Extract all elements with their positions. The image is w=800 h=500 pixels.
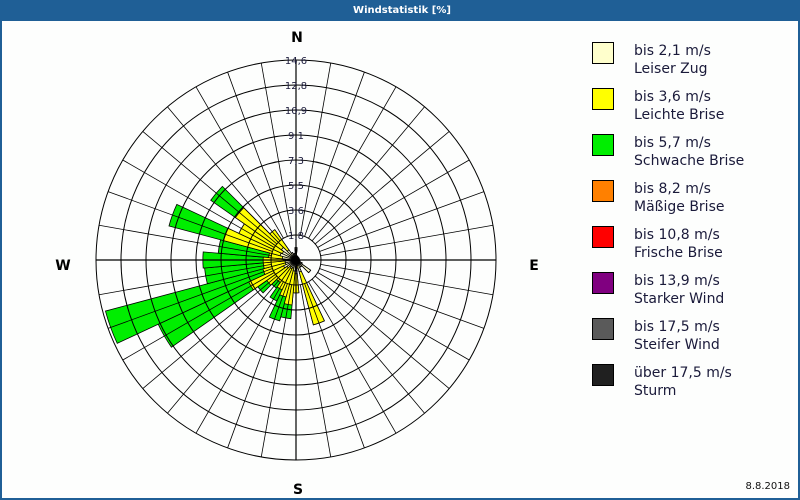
grid-spoke <box>107 268 273 329</box>
legend-item: bis 8,2 m/s Mäßige Brise <box>592 180 792 226</box>
grid-spoke <box>227 71 288 237</box>
grid-spoke <box>227 283 288 449</box>
radial-tick-label: 5,5 <box>288 181 304 192</box>
grid-spoke <box>311 278 425 414</box>
grid-spoke <box>308 86 397 239</box>
grid-spoke <box>320 263 494 296</box>
legend-speed: bis 3,6 m/s <box>634 89 711 105</box>
grid-spoke <box>195 281 284 434</box>
grid-spoke <box>195 86 284 239</box>
legend-label: Leichte Brise <box>634 107 725 123</box>
grid-spoke <box>167 278 281 414</box>
legend-item: bis 13,9 m/s Starker Wind <box>592 272 792 318</box>
grid-spoke <box>314 275 450 389</box>
grid-spoke <box>299 284 332 458</box>
legend-label: Schwache Brise <box>634 153 745 169</box>
legend-label: Starker Wind <box>634 291 725 307</box>
radial-tick-label: 14,6 <box>285 56 307 67</box>
compass-north-label: N <box>291 30 303 46</box>
grid-spoke <box>167 106 281 242</box>
legend: bis 2,1 m/s Leiser Zug bis 3,6 m/s Leich… <box>592 42 792 410</box>
grid-spoke <box>299 62 332 236</box>
grid-spoke <box>107 191 273 252</box>
grid-spoke <box>319 191 485 252</box>
grid-spoke <box>122 159 275 248</box>
legend-speed: bis 17,5 m/s <box>634 319 720 335</box>
radial-tick-label: 3,6 <box>288 206 304 217</box>
legend-swatch <box>592 318 614 340</box>
legend-speed: bis 5,7 m/s <box>634 135 711 151</box>
legend-swatch <box>592 134 614 156</box>
radial-tick-label: 7,3 <box>288 156 304 167</box>
legend-swatch <box>592 88 614 110</box>
radial-tick-label: 9,1 <box>288 131 304 142</box>
grid-spoke <box>98 263 272 296</box>
legend-swatch <box>592 42 614 64</box>
grid-spoke <box>317 159 470 248</box>
legend-speed: bis 10,8 m/s <box>634 227 720 243</box>
grid-spoke <box>260 284 293 458</box>
legend-label: Steifer Wind <box>634 337 720 353</box>
grid-spoke <box>319 268 485 329</box>
legend-item: bis 2,1 m/s Leiser Zug <box>592 42 792 88</box>
legend-label: Mäßige Brise <box>634 199 725 215</box>
legend-speed: bis 2,1 m/s <box>634 43 711 59</box>
wind-rose-chart: 1,8 3,6 5,5 7,3 9,1 10,9 12,8 14,6 N E S W <box>55 30 539 498</box>
legend-item: bis 3,6 m/s Leichte Brise <box>592 88 792 134</box>
radial-tick-label: 10,9 <box>285 106 307 117</box>
legend-item: bis 10,8 m/s Frische Brise <box>592 226 792 272</box>
grid-spoke <box>320 224 494 257</box>
grid-spoke <box>311 106 425 242</box>
radial-tick-labels: 1,8 3,6 5,5 7,3 9,1 10,9 12,8 14,6 <box>285 56 307 264</box>
polar-grid <box>95 59 497 461</box>
compass-east-label: E <box>529 258 539 274</box>
legend-swatch <box>592 272 614 294</box>
legend-swatch <box>592 180 614 202</box>
grid-spoke <box>122 272 275 361</box>
legend-item: bis 17,5 m/s Steifer Wind <box>592 318 792 364</box>
legend-label: Sturm <box>634 383 677 399</box>
legend-speed: über 17,5 m/s <box>634 365 732 381</box>
grid-spoke <box>304 283 365 449</box>
grid-spoke <box>142 131 278 245</box>
legend-swatch <box>592 364 614 386</box>
grid-spoke <box>308 281 397 434</box>
grid-spoke <box>317 272 470 361</box>
grid-spoke <box>314 131 450 245</box>
grid-spoke <box>260 62 293 236</box>
grid-spoke <box>98 224 272 257</box>
date-label: 8.8.2018 <box>745 481 790 492</box>
legend-item: über 17,5 m/s Sturm <box>592 364 792 410</box>
window-title: Windstatistik [%] <box>2 0 800 21</box>
legend-label: Frische Brise <box>634 245 723 261</box>
legend-label: Leiser Zug <box>634 61 708 77</box>
center-hub <box>292 256 300 264</box>
radial-tick-label: 12,8 <box>285 81 307 92</box>
grid-spoke <box>142 275 278 389</box>
radial-tick-label: 1,8 <box>288 231 304 242</box>
grid-spoke <box>304 71 365 237</box>
legend-speed: bis 8,2 m/s <box>634 181 711 197</box>
legend-item: bis 5,7 m/s Schwache Brise <box>592 134 792 180</box>
compass-south-label: S <box>293 482 303 498</box>
compass-west-label: W <box>55 258 70 274</box>
legend-speed: bis 13,9 m/s <box>634 273 720 289</box>
legend-swatch <box>592 226 614 248</box>
